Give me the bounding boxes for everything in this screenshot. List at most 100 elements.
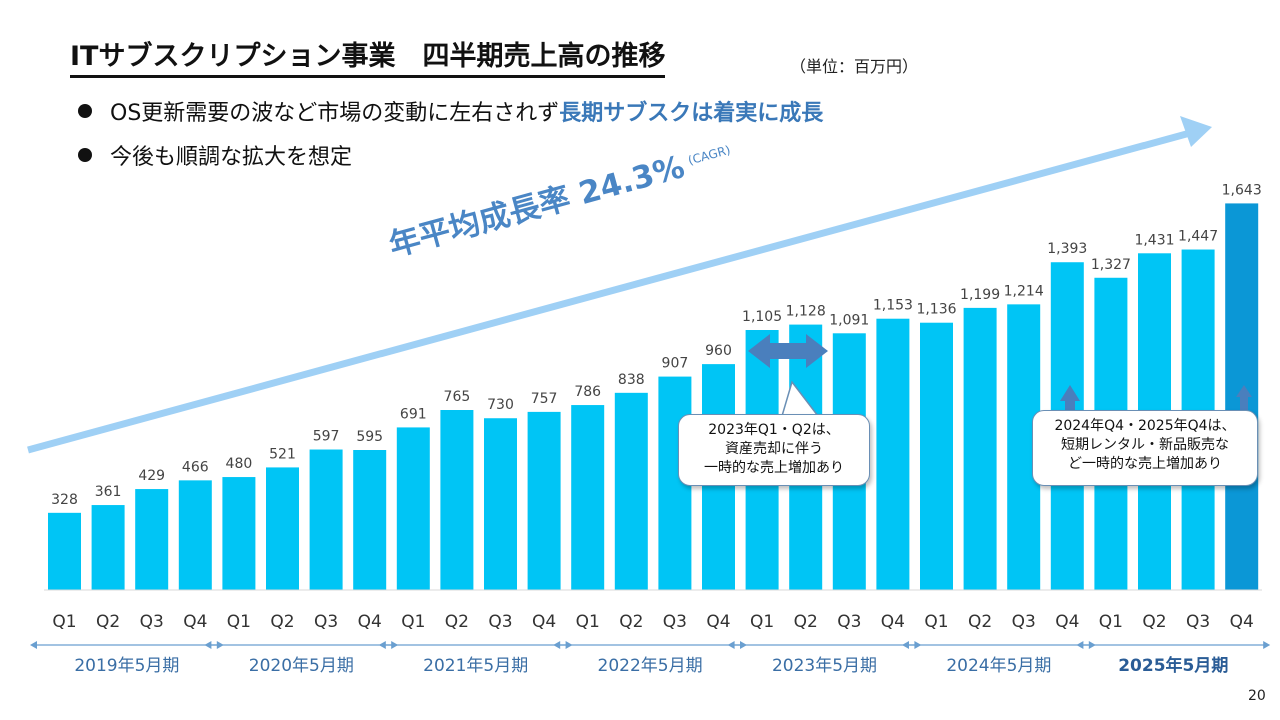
bar	[266, 467, 299, 590]
up-arrow-icon	[1060, 385, 1080, 412]
x-tick-label: Q3	[663, 612, 687, 632]
value-label: 691	[400, 406, 427, 422]
x-tick-label: Q3	[488, 612, 512, 632]
bar	[527, 411, 561, 590]
value-label: 907	[662, 356, 689, 372]
growth-arrowhead-icon	[1180, 116, 1212, 147]
bullet-1: OS更新需要の波など市場の変動に左右されず長期サブスクは着実に成長	[78, 92, 823, 136]
bar	[222, 477, 256, 590]
bar	[309, 449, 343, 590]
value-label: 757	[531, 391, 558, 407]
x-tick-label: Q3	[140, 612, 164, 632]
x-tick-label: Q2	[968, 612, 992, 632]
x-tick-label: Q1	[924, 612, 948, 632]
bar	[571, 405, 605, 590]
year-group-label: 2025年5月期	[1118, 655, 1228, 676]
value-label: 480	[226, 456, 253, 472]
year-group-label: 2024年5月期	[946, 656, 1051, 676]
bullet-1-text: OS更新需要の波など市場の変動に左右されず	[110, 101, 560, 126]
x-tick-label: Q2	[619, 612, 643, 632]
x-tick-labels: Q1 Q2 Q3 Q4 Q1 Q2 Q3 Q4 Q1 Q2 Q3 Q4 Q1 Q2 Q3 Q4 Q1 Q2 Q3 Q4…	[52, 612, 1253, 632]
value-label: 730	[487, 397, 514, 413]
x-tick-label: Q1	[750, 612, 774, 632]
x-tick-label: Q4	[1055, 612, 1079, 632]
x-tick-label: Q2	[1142, 612, 1166, 632]
bullet-2-text: 今後も順調な拡大を想定	[110, 145, 353, 170]
value-label: 1,199	[960, 287, 1000, 303]
value-label: 597	[313, 429, 340, 445]
year-group-label: 2023年5月期	[772, 656, 877, 676]
bar	[353, 450, 387, 590]
x-tick-label: Q3	[837, 612, 861, 632]
value-label: 765	[444, 389, 471, 405]
value-label: 1,643	[1222, 182, 1262, 198]
x-tick-label: Q4	[358, 612, 382, 632]
x-tick-label: Q2	[270, 612, 294, 632]
callout-2023: 2023年Q1・Q2は、 資産売却に伴う 一時的な売上増加あり	[678, 414, 870, 486]
bar	[920, 322, 953, 590]
year-group-label: 2022年5月期	[598, 656, 703, 676]
value-label: 1,091	[829, 312, 869, 328]
cagr-note: (CAGR)	[686, 142, 732, 168]
value-label: 1,153	[873, 298, 913, 314]
x-tick-label: Q3	[1012, 612, 1036, 632]
value-label: 1,136	[916, 302, 956, 318]
bar	[963, 307, 997, 590]
x-tick-label: Q2	[96, 612, 120, 632]
bar	[614, 392, 648, 590]
arrow-left-icon	[727, 641, 735, 649]
value-label: 838	[618, 372, 645, 388]
growth-arrow-shaft	[27, 129, 1191, 454]
value-label: 1,214	[1004, 283, 1044, 299]
bullet-dot-icon	[78, 148, 92, 162]
arrow-left-icon	[378, 641, 386, 649]
value-label: 429	[138, 468, 165, 484]
value-label: 1,128	[786, 304, 826, 320]
value-label: 595	[356, 429, 383, 445]
arrow-left-icon	[902, 641, 909, 649]
bar	[484, 418, 517, 590]
value-label: 466	[182, 459, 209, 475]
x-tick-label: Q2	[445, 612, 469, 632]
value-labels: 328 361 429 466 480 521 597 595 691 765 730 757 786 8…	[51, 182, 1262, 507]
value-label: 1,393	[1047, 241, 1087, 257]
x-tick-label: Q3	[314, 612, 338, 632]
arrow-right-icon	[1263, 641, 1271, 649]
annotation-markers	[748, 334, 1252, 417]
slide-title: ITサブスクリプション事業 四半期売上高の推移	[70, 40, 666, 78]
x-tick-label: Q4	[532, 612, 556, 632]
value-label: 1,327	[1091, 257, 1131, 273]
value-label: 1,105	[742, 309, 782, 325]
arrow-left-icon	[204, 641, 212, 649]
year-group-label: 2021年5月期	[423, 656, 528, 676]
bar	[440, 410, 474, 590]
year-group-label: 2019年5月期	[74, 656, 179, 676]
up-arrow-icon	[1236, 385, 1252, 412]
unit-label: （単位：百万円）	[790, 57, 919, 76]
x-tick-label: Q1	[1099, 612, 1123, 632]
value-label: 1,431	[1134, 232, 1174, 248]
year-group-label: 2020年5月期	[249, 656, 354, 676]
x-tick-label: Q4	[1230, 612, 1254, 632]
double-arrow-icon	[748, 334, 828, 368]
x-tick-label: Q4	[706, 612, 730, 632]
bar	[135, 489, 169, 590]
bar	[91, 505, 125, 590]
x-tick-label: Q1	[576, 612, 600, 632]
value-label: 328	[51, 492, 78, 508]
bar	[396, 427, 430, 590]
value-label: 786	[574, 384, 601, 400]
arrow-left-icon	[553, 641, 561, 649]
x-tick-label: Q3	[1186, 612, 1210, 632]
x-tick-label: Q1	[52, 612, 76, 632]
growth-trend-arrow	[27, 116, 1212, 454]
bar	[876, 318, 910, 590]
bullet-list: OS更新需要の波など市場の変動に左右されず長期サブスクは着実に成長 今後も順調な…	[78, 92, 823, 180]
x-tick-label: Q1	[401, 612, 425, 632]
bullet-dot-icon	[78, 104, 92, 118]
bullet-2: 今後も順調な拡大を想定	[78, 136, 823, 180]
value-label: 960	[705, 343, 732, 359]
bullet-1-emphasis: 長期サブスクは着実に成長	[559, 101, 824, 126]
x-tick-label: Q1	[227, 612, 251, 632]
